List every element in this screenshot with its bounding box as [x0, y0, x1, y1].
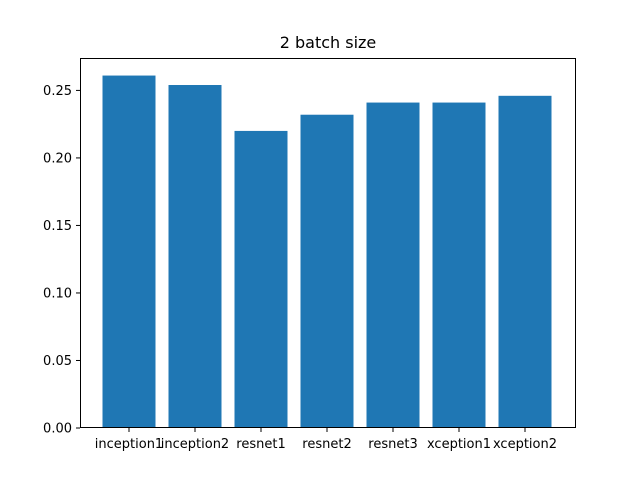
x-tick-label: resnet3	[368, 437, 417, 452]
bar-resnet2	[300, 114, 354, 428]
y-tick-label: 0.10	[43, 286, 72, 301]
x-tick-label: resnet2	[302, 437, 351, 452]
bar-xception1	[432, 102, 486, 428]
y-tick-label: 0.25	[43, 84, 72, 99]
y-axis: 0.00 0.05 0.10 0.15 0.20 0.25	[43, 84, 80, 437]
x-tick-label: xception2	[493, 437, 557, 452]
bar-xception2	[498, 95, 552, 428]
x-tick-label: inception1	[95, 437, 163, 452]
bar-inception2	[168, 85, 222, 428]
plot-frame	[80, 58, 576, 428]
bar-resnet3	[366, 102, 420, 428]
chart-title: 2 batch size	[280, 33, 377, 52]
x-tick-label: xception1	[427, 437, 491, 452]
y-tick-label: 0.15	[43, 219, 72, 234]
bar-resnet1	[234, 130, 288, 429]
x-tick-label: resnet1	[236, 437, 285, 452]
y-tick-label: 0.05	[43, 354, 72, 369]
x-tick-label: inception2	[161, 437, 229, 452]
y-tick-label: 0.20	[43, 151, 72, 166]
bar-inception1	[102, 75, 156, 429]
bars-layer	[102, 75, 552, 429]
y-tick-label: 0.00	[43, 422, 72, 437]
